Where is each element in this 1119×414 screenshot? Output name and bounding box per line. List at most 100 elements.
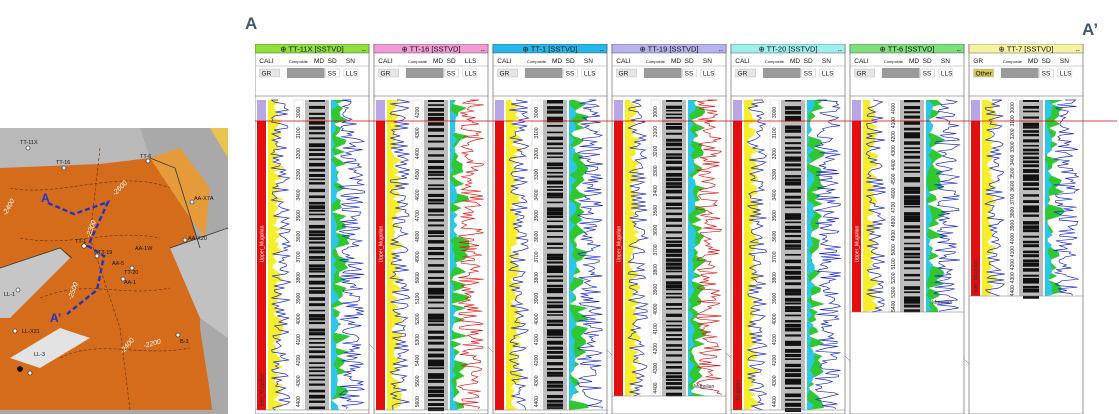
lithology-band bbox=[785, 213, 801, 217]
track-header-label: CALI bbox=[616, 58, 631, 65]
depth-label: 5000 bbox=[891, 244, 897, 255]
lithology-band bbox=[1023, 229, 1039, 233]
track-header-label: SN bbox=[1060, 58, 1069, 65]
track-header-box bbox=[938, 68, 954, 78]
correlation-line bbox=[368, 343, 375, 350]
lithology-band bbox=[666, 386, 682, 390]
lithology-band bbox=[309, 143, 325, 148]
depth-label: 3400 bbox=[534, 189, 540, 200]
lithology-band bbox=[309, 178, 325, 181]
lithology-band bbox=[547, 374, 563, 377]
lithology-band bbox=[547, 171, 563, 174]
lithology-band bbox=[785, 387, 801, 390]
lithology-band bbox=[785, 106, 801, 110]
lithology-band bbox=[309, 275, 325, 278]
lithology-band bbox=[309, 205, 325, 209]
lithology-band bbox=[904, 132, 920, 136]
caliper-curve bbox=[388, 99, 411, 411]
resistivity-curve bbox=[338, 99, 365, 409]
lithology-band bbox=[1023, 169, 1039, 173]
lithology-band bbox=[1023, 288, 1039, 293]
well-panel: ⊕ TT-7 [SSTVD] ↔ GR Composite MD SD SN Other SS L… bbox=[968, 44, 1084, 414]
track-header-box bbox=[378, 68, 399, 78]
lithology-band bbox=[1023, 152, 1039, 155]
lithology-band bbox=[547, 142, 563, 146]
lithology-band bbox=[666, 284, 682, 289]
lithology-band bbox=[547, 215, 563, 218]
depth-label: 3400 bbox=[296, 189, 302, 200]
lithology-band bbox=[1023, 160, 1039, 164]
lithology-band bbox=[547, 265, 563, 270]
depth-label: 3200 bbox=[1010, 128, 1016, 139]
lithology-band bbox=[547, 394, 563, 399]
track-header-box bbox=[854, 68, 875, 78]
depth-label: 4400 bbox=[891, 159, 897, 170]
lithology-band bbox=[666, 262, 682, 266]
lithology-band bbox=[428, 251, 444, 256]
lithology-band bbox=[785, 142, 801, 145]
depth-label: 3900 bbox=[653, 284, 659, 295]
lithology-band bbox=[785, 292, 801, 296]
lithology-band bbox=[904, 151, 920, 154]
lithology-band bbox=[666, 207, 682, 210]
depth-label: 4000 bbox=[653, 303, 659, 314]
depth-label: 4100 bbox=[296, 334, 302, 345]
lithology-band bbox=[1023, 156, 1039, 160]
lithology-band bbox=[785, 178, 801, 182]
shale-fill-track bbox=[1045, 100, 1053, 296]
lithology-band bbox=[904, 170, 920, 173]
lithology-band bbox=[785, 402, 801, 407]
track-header-label: LLS bbox=[1060, 71, 1072, 78]
lithology-band bbox=[428, 348, 444, 352]
svg-text:TT-16: TT-16 bbox=[56, 160, 70, 166]
lithology-band bbox=[547, 332, 563, 336]
map-line-label-a-prime: A’ bbox=[50, 311, 61, 325]
lithology-band bbox=[904, 121, 920, 125]
grey-fault-block-west bbox=[0, 248, 70, 318]
lithology-band bbox=[785, 306, 801, 310]
track-annotation: Mugolian bbox=[694, 384, 715, 390]
lithology-band bbox=[1023, 205, 1039, 210]
lithology-band bbox=[547, 399, 563, 403]
lithology-band bbox=[547, 403, 563, 407]
well-header-bar bbox=[492, 44, 608, 54]
lithology-band bbox=[309, 117, 325, 120]
track-header-label: GR bbox=[500, 71, 510, 78]
depth-label: 3300 bbox=[1010, 141, 1016, 152]
lithology-band bbox=[666, 361, 682, 364]
grey-fault-block-north bbox=[0, 128, 150, 168]
lithology-band bbox=[309, 153, 325, 156]
lithology-band bbox=[785, 270, 801, 275]
depth-label: 4100 bbox=[772, 334, 778, 345]
lithology-band bbox=[547, 124, 563, 127]
depth-label: 3600 bbox=[296, 231, 302, 242]
track-header-box bbox=[259, 68, 280, 78]
well-panel: ⊕ TT-20 [SSTVD] ↔ CALI Composite MD SD SN GR SS L… bbox=[730, 44, 846, 414]
lithology-band bbox=[785, 244, 801, 248]
lithology-band bbox=[428, 386, 444, 389]
depth-label: 5100 bbox=[415, 293, 421, 304]
lithology-band bbox=[428, 403, 444, 407]
lithology-band bbox=[309, 213, 325, 216]
lithology-band bbox=[666, 166, 682, 171]
lithology-band bbox=[1023, 254, 1039, 258]
lithology-band bbox=[309, 290, 325, 294]
lithology-band bbox=[547, 192, 563, 197]
lithology-band bbox=[1023, 262, 1039, 267]
resistivity-curve bbox=[1053, 99, 1081, 296]
lithology-band bbox=[1023, 274, 1039, 277]
svg-text:AA-5: AA-5 bbox=[112, 261, 124, 267]
track-header-label: SS bbox=[566, 71, 575, 78]
track-header-label: SS bbox=[1042, 71, 1051, 78]
depth-label: 3400 bbox=[1010, 154, 1016, 165]
depth-label: 4300 bbox=[772, 375, 778, 386]
lithology-band bbox=[428, 235, 444, 237]
lithology-band bbox=[904, 218, 920, 223]
track-header-label: SS bbox=[447, 71, 456, 78]
lithology-band bbox=[1023, 214, 1039, 217]
lithology-band bbox=[666, 177, 682, 182]
lithology-band bbox=[428, 353, 444, 358]
track-header-box bbox=[616, 68, 637, 78]
lithology-band bbox=[428, 165, 444, 170]
track-header-box bbox=[973, 68, 994, 78]
